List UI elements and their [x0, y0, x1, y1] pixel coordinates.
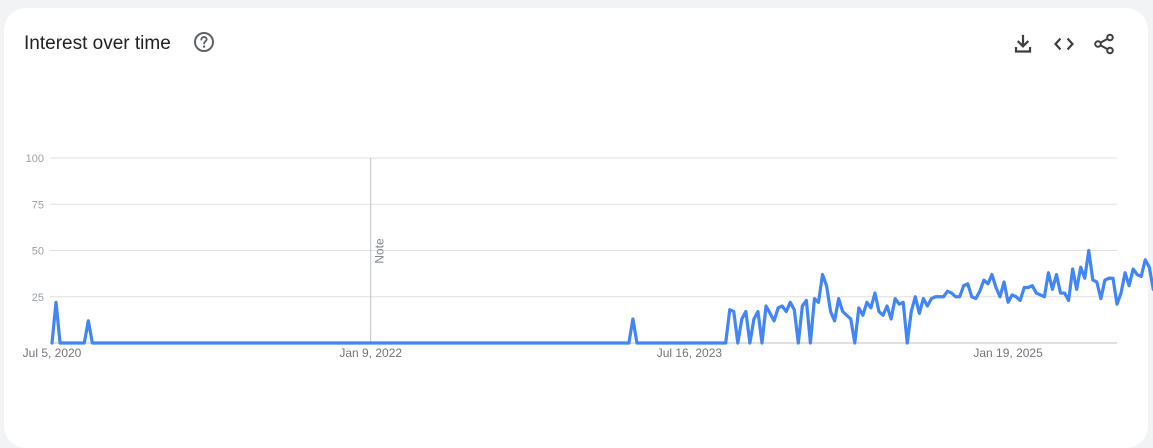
x-tick-label: Jan 9, 2022	[339, 346, 402, 360]
y-tick-label: 100	[26, 153, 44, 165]
interest-line-chart: Note 25 50 75 100 Jul 5, 2020 Jan 9, 2022 Jul …	[23, 153, 1153, 360]
x-tick-label: Jul 16, 2023	[657, 346, 723, 360]
series-layer	[50, 158, 1153, 345]
note-label[interactable]: Note	[373, 238, 387, 264]
grid	[50, 157, 1117, 344]
code-icon[interactable]	[1052, 32, 1076, 56]
series-line-0[interactable]	[50, 158, 1153, 345]
y-tick-label: 25	[32, 292, 44, 304]
help-circle-icon[interactable]	[193, 31, 215, 53]
download-icon[interactable]	[1011, 32, 1035, 56]
note-annotation: Note	[370, 158, 387, 343]
y-tick-label: 75	[32, 199, 44, 211]
chart-title: Interest over time	[24, 33, 171, 54]
chart-card	[4, 8, 1148, 448]
axis-ticks: 25 50 75 100 Jul 5, 2020 Jan 9, 2022 Jul 16, 2…	[23, 153, 1043, 360]
x-tick-label: Jul 5, 2020	[23, 346, 82, 360]
x-tick-label: Jan 19, 2025	[973, 346, 1043, 360]
share-icon[interactable]	[1092, 32, 1116, 56]
y-tick-label: 50	[32, 246, 44, 258]
